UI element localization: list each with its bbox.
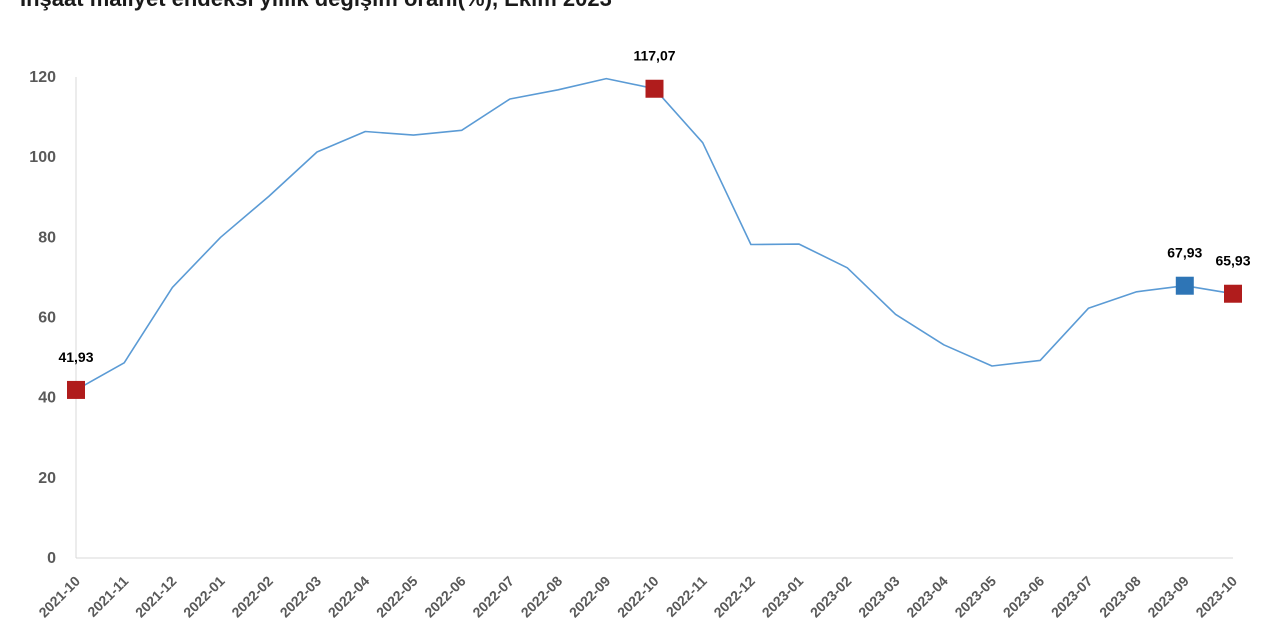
y-tick-label: 40 bbox=[38, 390, 56, 407]
x-tick-label: 2023-06 bbox=[1000, 573, 1048, 621]
x-tick-label: 2022-12 bbox=[710, 573, 758, 621]
x-tick-label: 2022-06 bbox=[421, 573, 469, 621]
x-tick-label: 2022-11 bbox=[663, 573, 710, 620]
x-tick-label: 2023-08 bbox=[1096, 573, 1144, 621]
y-tick-label: 20 bbox=[38, 470, 56, 487]
x-tick-label: 2023-07 bbox=[1048, 573, 1096, 621]
x-axis-ticks: 2021-10 2021-11 2021-12 2022-01 2022-02 2022-… bbox=[35, 573, 1240, 621]
x-tick-label: 2022-02 bbox=[228, 573, 276, 621]
x-tick-label: 2023-03 bbox=[855, 573, 903, 621]
chart-axes bbox=[75, 77, 1233, 559]
series-layer bbox=[75, 77, 1234, 391]
chart-title: İnşaat maliyet endeksi yıllık değişim or… bbox=[20, 0, 612, 12]
x-tick-label: 2023-10 bbox=[1192, 573, 1240, 621]
data-label: 117,07 bbox=[633, 48, 675, 64]
y-tick-label: 120 bbox=[29, 69, 56, 86]
highlight-marker bbox=[67, 380, 85, 399]
x-tick-label: 2023-05 bbox=[951, 573, 999, 621]
y-tick-label: 60 bbox=[38, 310, 56, 327]
x-tick-label: 2023-01 bbox=[759, 573, 807, 621]
highlight-marker bbox=[1224, 284, 1242, 303]
x-tick-label: 2023-02 bbox=[807, 573, 855, 621]
series-line bbox=[75, 77, 1234, 391]
x-tick-label: 2023-04 bbox=[903, 573, 951, 621]
x-tick-label: 2022-05 bbox=[373, 573, 421, 621]
x-tick-label: 2022-07 bbox=[469, 573, 517, 621]
highlight-marker bbox=[645, 79, 664, 98]
y-tick-label: 0 bbox=[47, 550, 56, 567]
x-tick-label: 2021-11 bbox=[84, 573, 131, 620]
highlight-markers bbox=[67, 79, 1242, 399]
x-tick-label: 2022-01 bbox=[180, 573, 228, 621]
x-tick-label: 2023-09 bbox=[1144, 573, 1192, 621]
x-tick-label: 2022-04 bbox=[325, 573, 373, 621]
data-labels: 41,93 117,07 67,93 65,93 bbox=[58, 48, 1250, 365]
data-label: 65,93 bbox=[1215, 253, 1250, 269]
data-label: 41,93 bbox=[58, 349, 93, 365]
x-tick-label: 2021-10 bbox=[35, 573, 83, 621]
x-tick-label: 2022-08 bbox=[518, 573, 566, 621]
x-tick-label: 2022-03 bbox=[277, 573, 325, 621]
y-axis-ticks: 0 20 40 60 80 100 120 bbox=[29, 69, 56, 567]
y-tick-label: 100 bbox=[29, 149, 56, 166]
x-tick-label: 2022-09 bbox=[566, 573, 614, 621]
y-tick-label: 80 bbox=[38, 229, 56, 246]
data-label: 67,93 bbox=[1167, 245, 1202, 261]
x-tick-label: 2022-10 bbox=[614, 573, 662, 621]
highlight-marker bbox=[1175, 276, 1194, 295]
x-tick-label: 2021-12 bbox=[132, 573, 180, 621]
